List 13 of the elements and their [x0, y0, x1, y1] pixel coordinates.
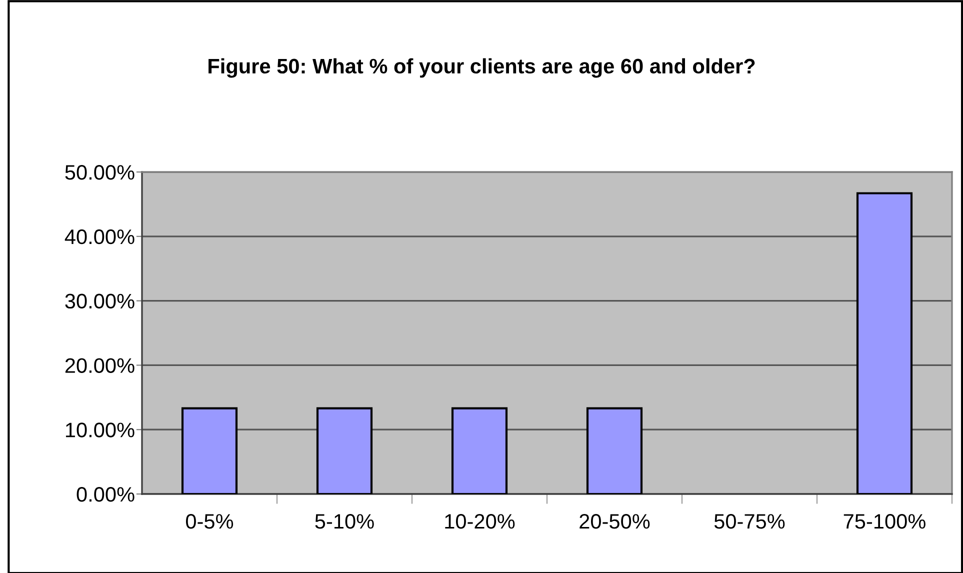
- x-tick-label: 50-75%: [714, 514, 785, 529]
- y-tick-label: 20.00%: [65, 358, 134, 373]
- y-tick-label: 10.00%: [66, 422, 134, 438]
- x-tick-label: 5-10%: [315, 514, 374, 529]
- x-tick-label: 0-5%: [186, 514, 234, 529]
- x-tick-label: 20-50%: [580, 514, 650, 529]
- chart-title: Figure 50: What % of your clients are age 60 and older?: [208, 58, 755, 78]
- y-tick-label: 0.00%: [76, 487, 134, 502]
- x-tick-label: 75-100%: [844, 514, 926, 529]
- y-tick-label: 30.00%: [65, 294, 134, 309]
- y-tick-label: 50.00%: [65, 165, 134, 180]
- x-tick-label: 10-20%: [445, 514, 515, 529]
- y-tick-label: 40.00%: [64, 229, 134, 244]
